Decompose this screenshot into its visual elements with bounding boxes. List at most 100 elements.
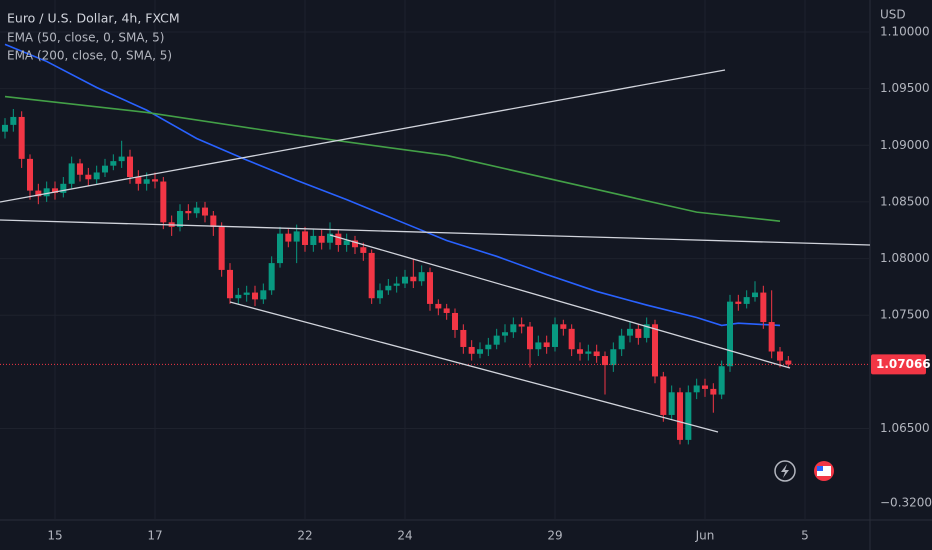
- candle-body: [110, 161, 117, 166]
- price-label: 1.07066: [876, 357, 931, 371]
- candle-body: [452, 312, 458, 330]
- axis-label: −0.32000: [880, 496, 932, 510]
- candle-body: [177, 210, 183, 227]
- candle-body: [268, 263, 275, 291]
- y-tick-label: 1.06500: [880, 421, 930, 435]
- candle-body: [368, 252, 375, 299]
- candle-body: [443, 308, 450, 313]
- candle-body: [335, 233, 342, 245]
- candle-body: [460, 329, 467, 347]
- candle-body: [202, 207, 208, 216]
- candle-body: [252, 292, 258, 300]
- candle-body: [127, 156, 133, 177]
- chart-title: Euro / U.S. Dollar, 4h, FXCM: [7, 11, 180, 26]
- candle-body: [277, 233, 283, 264]
- candle-body: [318, 235, 325, 243]
- candle-body: [510, 324, 517, 333]
- candle-body: [643, 324, 650, 338]
- candle-body: [693, 385, 700, 393]
- candle-body: [43, 188, 50, 197]
- candle-body: [552, 324, 558, 347]
- candle-body: [185, 210, 192, 214]
- candle-body: [493, 335, 500, 345]
- candle-body: [352, 240, 358, 248]
- x-tick-label: 15: [47, 529, 62, 543]
- candle-body: [635, 328, 642, 338]
- candle-body: [27, 158, 33, 191]
- candle-body: [485, 344, 492, 350]
- candle-body: [52, 188, 58, 193]
- ema-line: [4, 95, 781, 222]
- y-tick-label: 1.09000: [880, 138, 930, 152]
- y-tick-label: 1.08000: [880, 251, 930, 265]
- candle-body: [210, 215, 217, 227]
- candle-body: [502, 332, 508, 336]
- candle-body: [377, 290, 383, 299]
- candle-body: [343, 240, 350, 245]
- price-label-box: [871, 354, 926, 375]
- x-tick-label: 17: [147, 529, 162, 543]
- candle-body: [543, 342, 550, 347]
- plot: [0, 0, 870, 520]
- candle-body: [385, 285, 392, 291]
- trend-line: [0, 69, 726, 203]
- currency-label: USD: [880, 8, 906, 22]
- candle-body: [785, 360, 792, 365]
- candle-body: [593, 351, 600, 357]
- candle-body: [652, 324, 658, 377]
- candle-body: [735, 301, 742, 304]
- candle-body: [135, 176, 142, 184]
- candle-body: [18, 116, 25, 159]
- candle-body: [260, 290, 267, 300]
- y-tick-label: 1.09500: [880, 81, 930, 95]
- candle-body: [402, 276, 408, 284]
- candle-body: [152, 179, 158, 182]
- ema-line: [4, 43, 781, 327]
- candle-body: [668, 392, 675, 415]
- candle-body: [243, 292, 250, 295]
- candle-body: [393, 283, 400, 286]
- candle-body: [2, 124, 8, 132]
- candle-body: [702, 385, 708, 389]
- candle-body: [93, 172, 100, 180]
- candle-body: [102, 165, 108, 173]
- candle-body: [193, 207, 200, 214]
- candle-body: [77, 163, 83, 175]
- candle-body: [535, 342, 542, 350]
- candle-body: [527, 326, 533, 350]
- candle-body: [118, 156, 125, 162]
- x-tick-label: 22: [297, 529, 312, 543]
- flag-glyph: [817, 466, 831, 476]
- candle-body: [427, 272, 433, 304]
- candle-body: [285, 233, 292, 242]
- candle-body: [85, 174, 92, 180]
- candle-body: [360, 247, 367, 253]
- legend-entry: EMA (200, close, 0, SMA, 5): [7, 49, 172, 63]
- candle-body: [518, 324, 525, 327]
- candle-body: [610, 349, 617, 366]
- candle-body: [752, 292, 758, 298]
- flag-glyph: [817, 466, 823, 471]
- candle-body: [327, 233, 333, 243]
- y-tick-label: 1.08500: [880, 194, 930, 208]
- candle-body: [410, 276, 417, 282]
- candle-body: [602, 356, 608, 366]
- candle-body: [10, 116, 17, 125]
- icons[interactable]: [774, 460, 834, 482]
- trend-line: [229, 301, 719, 433]
- candle-body: [435, 303, 442, 309]
- candle-body: [718, 366, 725, 395]
- candle-body: [218, 226, 225, 270]
- candle-body: [727, 301, 733, 367]
- x-tick-label: 24: [397, 529, 412, 543]
- candle-body: [760, 292, 767, 323]
- lightning-icon[interactable]: [774, 460, 796, 482]
- candle-body: [777, 351, 783, 361]
- candle-body: [768, 322, 775, 352]
- candle-body: [468, 346, 475, 354]
- candle-body: [227, 269, 233, 299]
- x-tick-label: 29: [547, 529, 562, 543]
